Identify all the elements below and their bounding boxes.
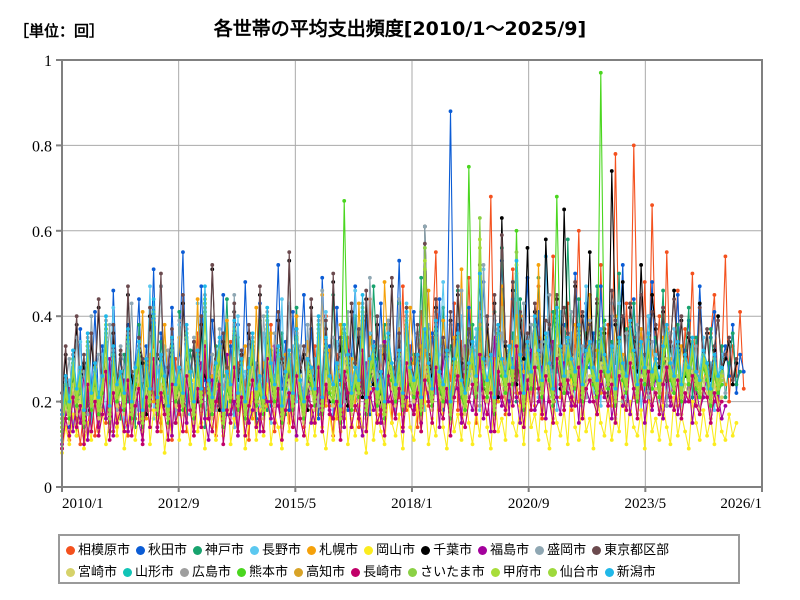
- y-tick-label: 0.8: [32, 138, 52, 155]
- legend-marker-icon: [136, 545, 146, 555]
- legend-item-東京都区部[interactable]: 東京都区部: [592, 544, 669, 557]
- y-tick-label: 1: [44, 53, 52, 70]
- legend-item-label: 山形市: [135, 564, 175, 580]
- legend-item-新潟市[interactable]: 新潟市: [604, 564, 656, 580]
- x-tick-label: 2023/5: [624, 496, 666, 512]
- legend-marker-icon: [66, 567, 75, 577]
- legend-marker-icon: [307, 545, 317, 555]
- legend-marker-icon: [364, 545, 374, 555]
- legend-item-盛岡市[interactable]: 盛岡市: [535, 544, 586, 557]
- series-group: [60, 70, 746, 455]
- legend-marker-icon: [123, 567, 133, 577]
- legend-item-label: 広島市: [192, 564, 232, 580]
- legend-item-label: 熊本市: [249, 564, 289, 580]
- x-tick-label: 2010/1: [62, 496, 104, 512]
- legend-marker-icon: [535, 545, 545, 555]
- legend-item-千葉市[interactable]: 千葉市: [421, 544, 472, 557]
- x-tick-label: 2020/9: [508, 496, 550, 512]
- legend-item-長崎市[interactable]: 長崎市: [351, 566, 402, 579]
- y-axis: 0 0.2 0.4 0.6 0.8 1: [32, 53, 62, 497]
- legend-item-熊本市[interactable]: 熊本市: [237, 566, 288, 579]
- y-tick-label: 0.2: [32, 395, 52, 412]
- x-tick-label: 2026/1: [720, 496, 762, 512]
- x-tick-label: 2018/1: [391, 496, 433, 512]
- legend-item-label: さいたま市: [420, 564, 485, 580]
- legend-item-札幌市[interactable]: 札幌市: [307, 544, 358, 557]
- y-tick-label: 0: [44, 480, 52, 497]
- legend-item-山形市[interactable]: 山形市: [123, 566, 174, 579]
- legend-item-label: 秋田市: [148, 542, 188, 558]
- legend-item-label: 新潟市: [616, 564, 656, 580]
- x-tick-label: 2012/9: [158, 496, 200, 512]
- legend-marker-icon: [478, 545, 488, 555]
- legend-item-宮崎市[interactable]: 宮崎市: [66, 566, 117, 579]
- legend-marker-icon: [547, 567, 557, 577]
- legend-marker-icon: [180, 567, 190, 577]
- legend-item-高知市[interactable]: 高知市: [294, 566, 345, 579]
- legend-item-相模原市[interactable]: 相模原市: [66, 544, 130, 557]
- series-仙台市: [60, 245, 724, 430]
- legend-marker-icon: [421, 545, 431, 555]
- legend-item-label: 相模原市: [78, 542, 131, 558]
- legend-item-label: 高知市: [306, 564, 346, 580]
- legend-item-福島市[interactable]: 福島市: [478, 544, 529, 557]
- series-新潟市: [60, 258, 724, 417]
- plot-area: 0 0.2 0.4 0.6 0.8 1 2010/1 2012/9 2015/5 2018/1 20…: [32, 53, 763, 512]
- legend-item-label: 福島市: [490, 542, 530, 558]
- unit-label: ［単位：回］: [14, 22, 105, 40]
- legend-item-label: 札幌市: [319, 542, 359, 558]
- legend-marker-icon: [604, 567, 614, 577]
- legend-item-さいたま市[interactable]: さいたま市: [408, 566, 485, 579]
- legend-row-2: 宮崎市 山形市 広島市 熊本市 高知市 長崎市 さいたま市 甲府市 仙台市 新潟市: [66, 561, 732, 583]
- page-title: 各世帯の平均支出頻度[2010/1〜2025/9]: [213, 18, 587, 40]
- legend-item-秋田市[interactable]: 秋田市: [136, 544, 187, 557]
- legend-marker-icon: [351, 567, 361, 577]
- legend-marker-icon: [592, 545, 602, 555]
- legend-item-label: 東京都区部: [604, 542, 670, 558]
- x-tick-label: 2015/5: [274, 496, 316, 512]
- legend-item-神戸市[interactable]: 神戸市: [193, 544, 244, 557]
- legend-item-甲府市[interactable]: 甲府市: [490, 564, 542, 580]
- legend-item-広島市[interactable]: 広島市: [180, 566, 231, 579]
- legend-item-label: 長崎市: [363, 564, 403, 580]
- legend-item-label: 岡山市: [376, 542, 416, 558]
- legend-item-label: 神戸市: [205, 542, 245, 558]
- legend-marker-icon: [66, 545, 75, 555]
- chart-legend: 相模原市 秋田市 神戸市 長野市 札幌市 岡山市 千葉市 福島市 盛岡市 東京都区部 宮崎市 山形市…: [58, 534, 740, 584]
- legend-marker-icon: [408, 567, 418, 577]
- legend-marker-icon: [250, 545, 260, 555]
- legend-item-仙台市[interactable]: 仙台市: [547, 564, 599, 580]
- legend-row-1: 相模原市 秋田市 神戸市 長野市 札幌市 岡山市 千葉市 福島市 盛岡市 東京都区部: [66, 539, 732, 561]
- legend-item-label: 千葉市: [433, 542, 473, 558]
- legend-item-label: 長野市: [262, 542, 302, 558]
- legend-marker-icon: [193, 545, 203, 555]
- legend-marker-icon: [237, 567, 247, 577]
- legend-marker-icon: [490, 567, 500, 577]
- legend-marker-icon: [294, 567, 304, 577]
- y-tick-label: 0.6: [32, 224, 52, 241]
- y-tick-label: 0.4: [32, 309, 52, 326]
- x-axis: 2010/1 2012/9 2015/5 2018/1 2020/9 2023/5 2026…: [61, 487, 763, 512]
- legend-item-label: 盛岡市: [547, 542, 587, 558]
- legend-item-label: 宮崎市: [78, 564, 118, 580]
- legend-item-label: 甲府市: [502, 564, 542, 580]
- series-長崎市: [60, 344, 724, 451]
- legend-item-長野市[interactable]: 長野市: [250, 544, 301, 557]
- legend-item-岡山市[interactable]: 岡山市: [364, 544, 415, 557]
- legend-item-label: 仙台市: [559, 564, 599, 580]
